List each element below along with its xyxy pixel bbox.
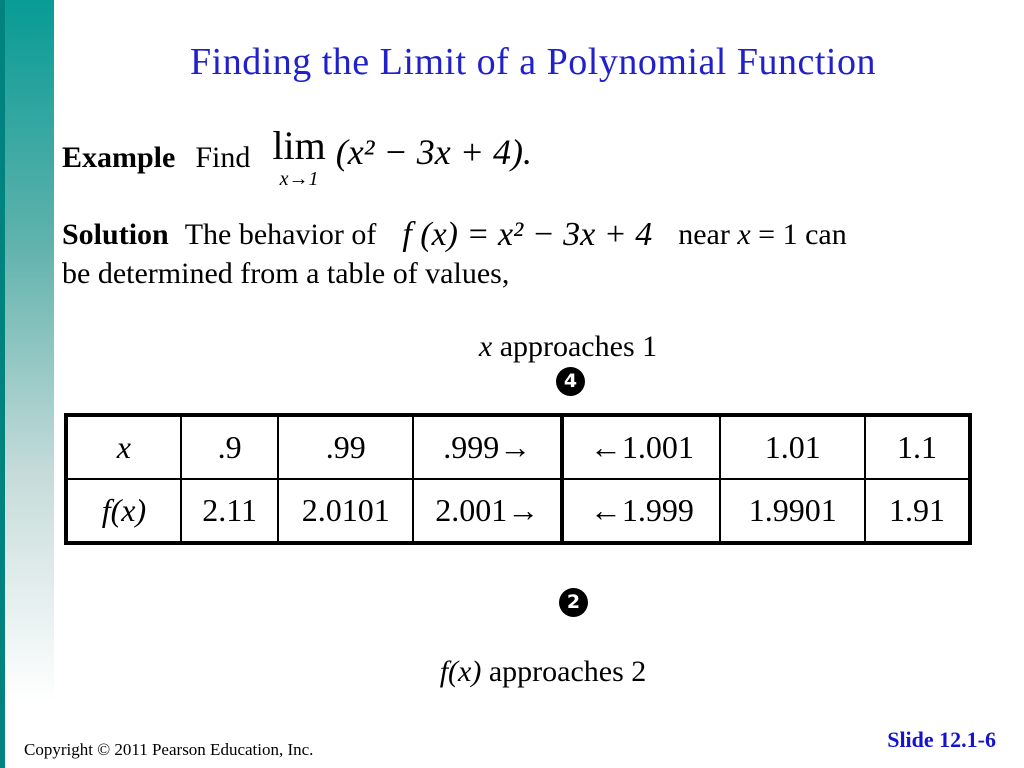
solution-text-after: near x = 1 can (678, 218, 847, 252)
cell-x-5: 1.01 (719, 414, 867, 480)
example-label: Example (62, 140, 176, 174)
limit-notation: lim x→1 (272, 123, 326, 190)
function-formula: f (x) = x² − 3x + 4 (402, 216, 653, 253)
cell-fx-6: 1.91 (864, 478, 971, 544)
solution-label: Solution (62, 218, 169, 251)
cell-x-3: .999→ (412, 414, 564, 480)
caption-bottom-text: approaches 2 (481, 655, 647, 688)
after-var: x (737, 218, 751, 251)
lim-subscript: x→1 (279, 168, 319, 190)
cell-x-2: .99 (277, 414, 415, 480)
circled-4-number: 4 (563, 370, 578, 392)
cell-x-6: 1.1 (864, 414, 971, 480)
caption-bottom-variable: f(x) (439, 655, 482, 688)
cell-fx-4: ←1.999 (560, 478, 722, 544)
circled-2-number: 2 (566, 591, 581, 613)
x-approaches-caption: x approaches 1 (114, 330, 1022, 364)
circled-2-badge: 2 (559, 588, 588, 617)
values-table: x .9 .99 .999→ ←1.001 1.01 1.1 f(x) 2.11… (64, 413, 972, 545)
example-find-text: Find (195, 140, 251, 174)
fx-approaches-caption: f(x) approaches 2 (89, 655, 997, 689)
left-gradient-bar (5, 0, 54, 732)
cell-fx-1: 2.11 (179, 478, 280, 544)
left-edge-strip (0, 0, 5, 768)
cell-fx-3: 2.001→ (412, 478, 564, 544)
table-row-x: x .9 .99 .999→ ←1.001 1.01 1.1 (65, 414, 971, 480)
caption-top-variable: x (478, 330, 493, 363)
slide-title: Finding the Limit of a Polynomial Functi… (190, 41, 876, 83)
circled-4-badge: 4 (556, 367, 585, 396)
copyright-text: Copyright © 2011 Pearson Education, Inc. (24, 740, 314, 759)
cell-fx-5: 1.9901 (719, 478, 867, 544)
limit-expression: (x² − 3x + 4). (335, 131, 533, 172)
cell-fx-header: f(x) (65, 478, 182, 544)
after-post: = 1 can (750, 218, 847, 251)
cell-x-1: .9 (179, 414, 280, 480)
solution-line-1: Solution The behavior of f (x) = x² − 3x… (62, 216, 847, 254)
slide-number: Slide 12.1-6 (887, 727, 996, 752)
solution-line-2: be determined from a table of values, (62, 257, 510, 290)
table-row-fx: f(x) 2.11 2.0101 2.001→ ←1.999 1.9901 1.… (65, 478, 971, 544)
cell-x-4: ←1.001 (560, 414, 722, 480)
solution-text-before: The behavior of (184, 218, 377, 251)
cell-fx-2: 2.0101 (277, 478, 415, 544)
caption-top-text: approaches 1 (492, 330, 658, 363)
cell-x-header: x (65, 414, 182, 480)
after-pre: near (678, 218, 738, 251)
example-line: Example Find lim x→1 (x² − 3x + 4). (62, 123, 533, 190)
lim-word: lim (272, 123, 326, 168)
